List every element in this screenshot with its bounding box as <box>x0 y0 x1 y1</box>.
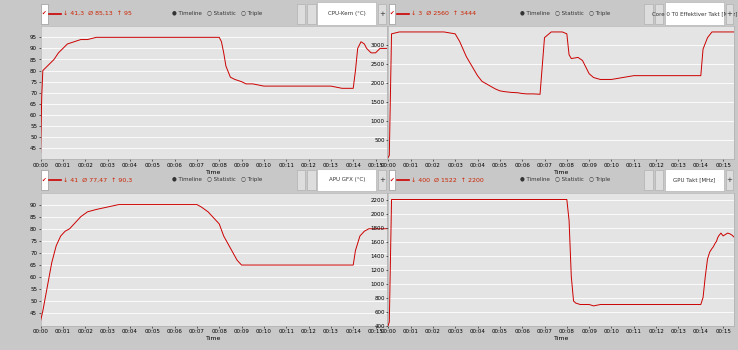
Text: +: + <box>379 10 384 17</box>
Text: ● Timeline   ○ Statistic   ○ Triple: ● Timeline ○ Statistic ○ Triple <box>172 177 263 182</box>
X-axis label: Time: Time <box>206 170 221 175</box>
Bar <box>644 4 653 24</box>
Text: ↓ 400  Ø 1522  ↑ 2200: ↓ 400 Ø 1522 ↑ 2200 <box>410 177 483 182</box>
X-axis label: Time: Time <box>206 336 221 341</box>
Bar <box>725 4 734 24</box>
Bar <box>317 2 376 25</box>
Text: ✔: ✔ <box>41 11 46 16</box>
Bar <box>317 169 376 191</box>
Text: ✔: ✔ <box>41 177 46 182</box>
Text: +: + <box>379 177 384 183</box>
Text: CPU-Kern (°C): CPU-Kern (°C) <box>328 11 366 16</box>
Bar <box>665 169 724 191</box>
Text: ● Timeline   ○ Statistic   ○ Triple: ● Timeline ○ Statistic ○ Triple <box>520 11 610 16</box>
X-axis label: Time: Time <box>554 170 569 175</box>
Bar <box>297 170 306 190</box>
Bar <box>655 4 663 24</box>
Bar <box>297 4 306 24</box>
Text: ↓ 41,3  Ø 85,13  ↑ 95: ↓ 41,3 Ø 85,13 ↑ 95 <box>63 11 132 16</box>
X-axis label: Time: Time <box>554 336 569 341</box>
Text: Core 0 T0 Effektiver Takt [MHz]: Core 0 T0 Effektiver Takt [MHz] <box>652 11 737 16</box>
Bar <box>389 4 395 24</box>
Bar <box>307 4 316 24</box>
Text: +: + <box>726 177 732 183</box>
Bar <box>41 170 47 190</box>
Text: ● Timeline   ○ Statistic   ○ Triple: ● Timeline ○ Statistic ○ Triple <box>172 11 263 16</box>
Text: ↓ 41  Ø 77,47  ↑ 90,3: ↓ 41 Ø 77,47 ↑ 90,3 <box>63 177 132 182</box>
Text: ● Timeline   ○ Statistic   ○ Triple: ● Timeline ○ Statistic ○ Triple <box>520 177 610 182</box>
Bar <box>41 4 47 24</box>
Bar <box>665 2 724 25</box>
Bar <box>655 170 663 190</box>
Text: ↓ 3  Ø 2560  ↑ 3444: ↓ 3 Ø 2560 ↑ 3444 <box>410 11 476 16</box>
Text: APU GFX (°C): APU GFX (°C) <box>328 177 365 182</box>
Bar <box>378 4 386 24</box>
Bar <box>378 170 386 190</box>
Text: +: + <box>726 10 732 17</box>
Bar <box>307 170 316 190</box>
Bar <box>644 170 653 190</box>
Text: GPU Takt [MHz]: GPU Takt [MHz] <box>673 177 716 182</box>
Bar <box>725 170 734 190</box>
Text: ✔: ✔ <box>389 11 394 16</box>
Text: ✔: ✔ <box>389 177 394 182</box>
Bar <box>389 170 395 190</box>
